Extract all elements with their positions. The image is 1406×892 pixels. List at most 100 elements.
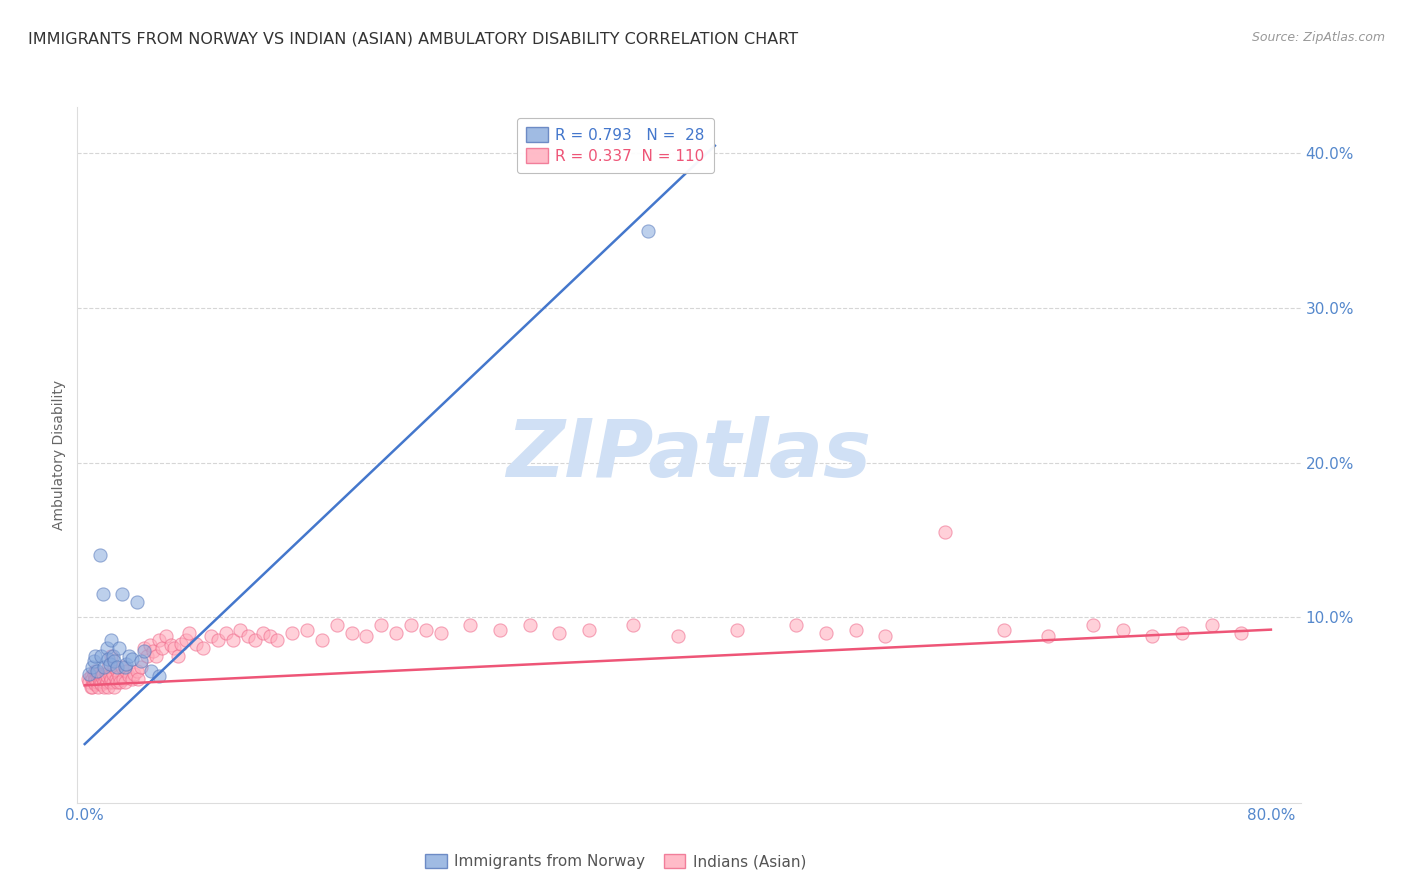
Point — [815, 625, 838, 640]
Point — [266, 633, 288, 648]
Point — [89, 549, 111, 563]
Point — [193, 641, 215, 656]
Point — [295, 623, 318, 637]
Point — [89, 675, 111, 690]
Point — [127, 672, 149, 686]
Point — [94, 672, 117, 686]
Point — [132, 644, 155, 658]
Point — [281, 625, 304, 640]
Point — [167, 648, 190, 663]
Point — [108, 669, 131, 683]
Point — [145, 648, 167, 663]
Point — [100, 672, 122, 686]
Point — [993, 623, 1015, 637]
Point — [108, 641, 131, 656]
Point — [170, 636, 193, 650]
Point — [136, 648, 159, 663]
Point — [1201, 618, 1223, 632]
Point — [98, 675, 121, 690]
Point — [98, 657, 121, 671]
Point — [86, 675, 108, 690]
Point — [155, 629, 177, 643]
Point — [96, 641, 118, 656]
Text: Source: ZipAtlas.com: Source: ZipAtlas.com — [1251, 31, 1385, 45]
Point — [200, 629, 222, 643]
Point — [83, 675, 105, 690]
Point — [101, 667, 124, 681]
Point — [97, 680, 120, 694]
Point — [311, 633, 333, 648]
Point — [101, 675, 124, 690]
Point — [214, 625, 236, 640]
Point — [111, 587, 134, 601]
Point — [1171, 625, 1194, 640]
Point — [84, 665, 107, 679]
Point — [79, 669, 101, 683]
Legend: Immigrants from Norway, Indians (Asian): Immigrants from Norway, Indians (Asian) — [419, 847, 813, 875]
Point — [548, 625, 571, 640]
Point — [621, 618, 644, 632]
Point — [132, 641, 155, 656]
Point — [519, 618, 541, 632]
Y-axis label: Ambulatory Disability: Ambulatory Disability — [52, 380, 66, 530]
Point — [1230, 625, 1253, 640]
Point — [177, 625, 200, 640]
Point — [785, 618, 807, 632]
Point — [83, 667, 105, 681]
Point — [429, 625, 451, 640]
Point — [340, 625, 363, 640]
Point — [399, 618, 422, 632]
Point — [1038, 629, 1060, 643]
Point — [142, 644, 165, 658]
Point — [174, 633, 197, 648]
Point — [666, 629, 689, 643]
Point — [105, 675, 128, 690]
Point — [129, 654, 152, 668]
Text: IMMIGRANTS FROM NORWAY VS INDIAN (ASIAN) AMBULATORY DISABILITY CORRELATION CHART: IMMIGRANTS FROM NORWAY VS INDIAN (ASIAN)… — [28, 31, 799, 46]
Point — [82, 672, 104, 686]
Point — [84, 677, 107, 691]
Point — [1142, 629, 1164, 643]
Point — [96, 675, 118, 690]
Point — [103, 680, 125, 694]
Point — [114, 659, 136, 673]
Point — [125, 665, 148, 679]
Point — [93, 680, 115, 694]
Point — [89, 672, 111, 686]
Point — [207, 633, 229, 648]
Point — [91, 667, 114, 681]
Point — [115, 657, 138, 671]
Point — [86, 665, 108, 679]
Point — [222, 633, 245, 648]
Point — [86, 669, 108, 683]
Point — [115, 665, 138, 679]
Point — [356, 629, 378, 643]
Point — [93, 659, 115, 673]
Point — [105, 665, 128, 679]
Point — [121, 652, 143, 666]
Point — [148, 669, 170, 683]
Point — [87, 667, 110, 681]
Point — [184, 636, 207, 650]
Text: ZIPatlas: ZIPatlas — [506, 416, 872, 494]
Point — [87, 680, 110, 694]
Point — [104, 672, 127, 686]
Point — [129, 659, 152, 673]
Point — [79, 680, 101, 694]
Point — [236, 629, 259, 643]
Point — [98, 669, 121, 683]
Point — [96, 669, 118, 683]
Point — [489, 623, 512, 637]
Point — [163, 641, 186, 656]
Point — [110, 675, 132, 690]
Point — [139, 638, 162, 652]
Point — [112, 672, 135, 686]
Point — [637, 224, 659, 238]
Point — [415, 623, 437, 637]
Point — [77, 675, 100, 690]
Point — [326, 618, 349, 632]
Point — [122, 667, 145, 681]
Point — [1111, 623, 1133, 637]
Point — [259, 629, 281, 643]
Point — [84, 648, 107, 663]
